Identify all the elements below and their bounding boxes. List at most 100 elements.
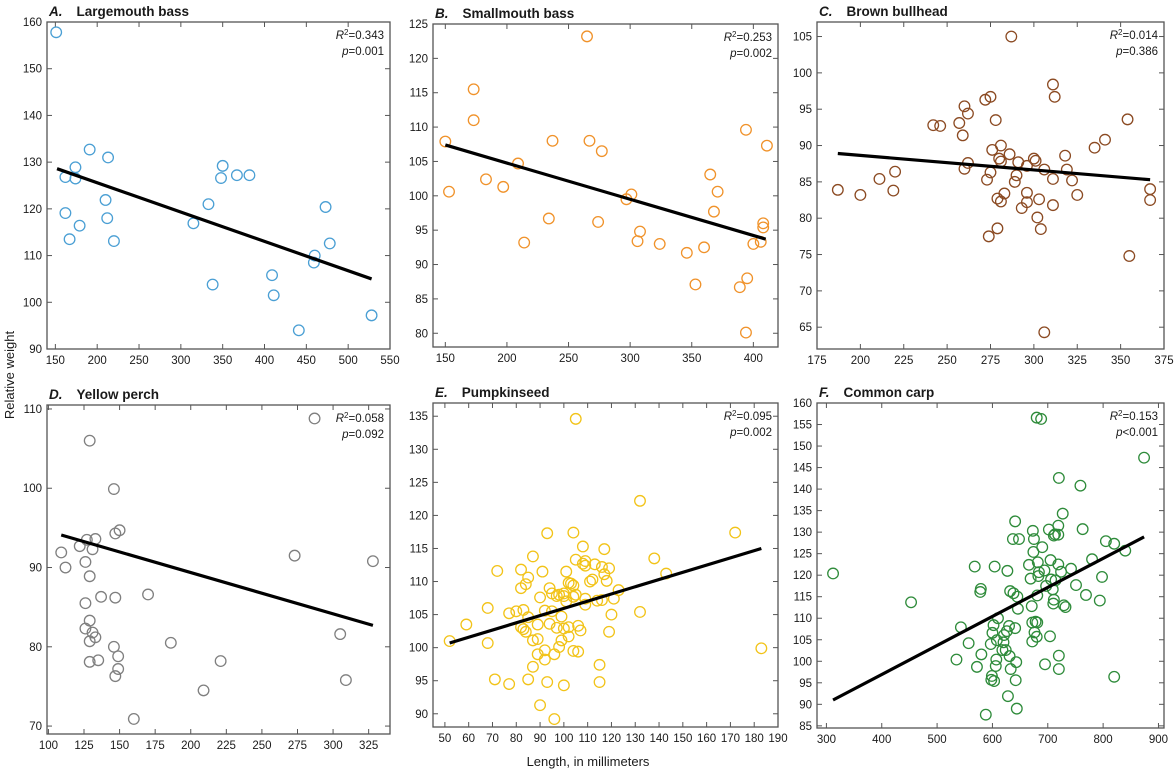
panel-title-text: Largemouth bass <box>77 4 190 19</box>
data-point <box>1044 630 1056 643</box>
data-point <box>83 434 96 447</box>
data-point <box>1024 572 1037 585</box>
y-tick-label: 105 <box>409 610 428 622</box>
data-point <box>522 673 535 686</box>
data-point <box>101 212 114 225</box>
x-tick-label: 100 <box>39 740 58 752</box>
data-point <box>1144 183 1157 196</box>
data-point <box>107 235 120 248</box>
x-tick-label: 700 <box>1038 734 1057 746</box>
panel-title-text: Yellow perch <box>77 387 160 402</box>
data-point <box>63 233 76 246</box>
data-point <box>1005 30 1018 43</box>
data-point <box>548 713 561 726</box>
data-point <box>981 173 993 186</box>
data-point <box>365 309 378 322</box>
data-point <box>550 590 563 603</box>
data-point <box>142 588 154 601</box>
x-tick-label: 110 <box>578 733 596 745</box>
data-point <box>519 578 532 591</box>
data-point <box>95 590 108 603</box>
y-tick-label: 85 <box>799 721 812 733</box>
data-point <box>982 230 995 243</box>
data-point <box>1031 616 1044 629</box>
data-point <box>988 675 1001 688</box>
data-point <box>510 605 523 618</box>
data-point <box>292 324 305 337</box>
x-tick-label: 90 <box>534 733 547 745</box>
data-point <box>605 608 618 621</box>
data-point <box>958 100 971 113</box>
x-tick-label: 200 <box>851 355 870 367</box>
data-point <box>961 107 974 120</box>
y-tick-label: 105 <box>793 32 812 44</box>
data-point <box>757 217 770 230</box>
data-point <box>73 219 86 232</box>
x-tick-label: 100 <box>554 733 573 745</box>
data-point <box>733 281 746 294</box>
x-tick-label: 350 <box>1111 355 1130 367</box>
data-point <box>102 151 115 164</box>
data-point <box>546 134 559 147</box>
y-tick-label: 80 <box>799 213 812 225</box>
data-point <box>197 684 210 697</box>
data-point <box>593 676 606 688</box>
data-point <box>491 565 504 577</box>
y-tick-label: 150 <box>23 64 42 76</box>
panel-title-text: Brown bullhead <box>847 4 948 19</box>
data-point <box>854 188 867 201</box>
r-squared-label: R2=0.253 <box>724 30 772 44</box>
data-point <box>534 591 547 604</box>
data-point <box>1056 507 1069 520</box>
data-point <box>1000 625 1013 638</box>
x-tick-label: 80 <box>510 733 523 745</box>
y-tick-label: 85 <box>799 177 812 189</box>
data-point <box>562 621 575 634</box>
data-point <box>1030 630 1043 643</box>
data-point <box>989 660 1002 672</box>
data-point <box>634 225 646 238</box>
data-point <box>1052 519 1065 532</box>
y-tick-label: 160 <box>793 398 812 410</box>
regression-line <box>56 167 373 281</box>
x-tick-label: 375 <box>1154 355 1173 367</box>
data-point <box>994 195 1007 208</box>
x-tick-label: 400 <box>744 353 763 365</box>
data-point <box>974 583 987 595</box>
y-tick-label: 120 <box>793 570 812 582</box>
data-point <box>1047 78 1059 91</box>
data-point <box>488 673 501 686</box>
data-point <box>202 198 215 211</box>
data-point <box>503 607 516 620</box>
y-tick-label: 100 <box>793 656 812 668</box>
y-tick-label: 100 <box>409 191 428 203</box>
data-point <box>50 26 63 39</box>
y-tick-label: 125 <box>793 549 812 561</box>
p-value-label: p=0.092 <box>341 429 384 441</box>
y-tick-label: 130 <box>409 444 428 456</box>
data-point <box>999 644 1012 657</box>
data-point <box>1060 163 1073 176</box>
data-point <box>1047 529 1060 542</box>
data-point <box>1009 622 1022 635</box>
data-point <box>634 605 646 618</box>
y-axis-label: Relative weight <box>2 331 17 420</box>
data-point <box>109 591 122 604</box>
x-tick-label: 300 <box>323 740 342 752</box>
data-point <box>83 570 96 583</box>
x-tick-label: 225 <box>217 740 236 752</box>
data-point <box>598 543 611 556</box>
y-tick-label: 120 <box>409 510 428 522</box>
data-point <box>1007 587 1020 600</box>
plot-frame <box>46 404 391 735</box>
x-tick-label: 325 <box>1068 355 1087 367</box>
y-tick-label: 95 <box>799 678 812 690</box>
data-point <box>997 636 1010 649</box>
x-tick-label: 150 <box>46 355 65 367</box>
x-tick-label: 150 <box>110 740 129 752</box>
data-point <box>572 645 585 658</box>
x-tick-label: 275 <box>981 355 1000 367</box>
data-point <box>1023 558 1035 571</box>
y-tick-label: 120 <box>23 204 42 216</box>
y-tick-label: 110 <box>410 577 428 589</box>
